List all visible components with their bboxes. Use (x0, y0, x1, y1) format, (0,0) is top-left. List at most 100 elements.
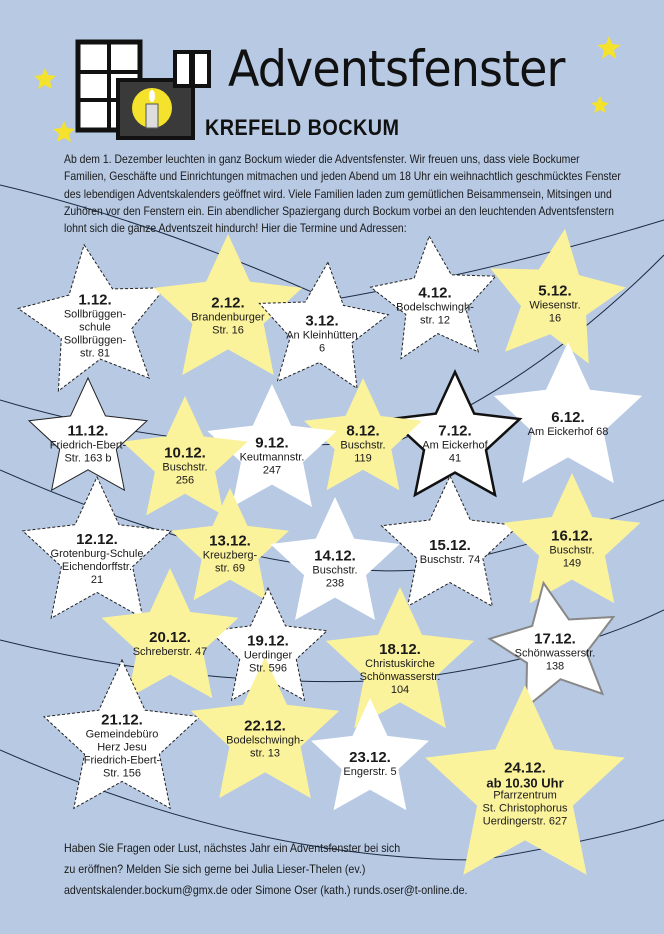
date-label: 1.12. (78, 291, 112, 309)
footer-text: . (464, 884, 468, 897)
address-line: 119 (354, 452, 372, 465)
address-line: Pfarrzentrum (493, 789, 557, 802)
address-line: str. 12 (420, 314, 450, 327)
advent-star-18 (325, 587, 475, 729)
advent-star-6 (493, 342, 643, 484)
date-label: 19.12. (247, 632, 289, 650)
address-line: Friedrich-Ebert- (49, 439, 127, 452)
advent-window-20: 20.12. Schreberstr. 47 (133, 629, 208, 659)
date-label: 3.12. (305, 312, 339, 330)
advent-star-4 (369, 235, 497, 360)
address-line: str. 81 (80, 347, 110, 360)
address-line: Sollbrüggen- (63, 308, 127, 321)
address-line: 247 (262, 464, 282, 477)
advent-window-11: 11.12. Friedrich-Ebert- Str. 163 b (50, 423, 126, 466)
address-line: 6 (318, 342, 326, 355)
date-label: 20.12. (149, 629, 191, 646)
address-line: Friedrich-Ebert- (83, 754, 161, 767)
address-line: Christuskirche (365, 658, 435, 670)
date-label: 13.12. (209, 532, 251, 550)
advent-star-9 (207, 384, 337, 507)
address-line: Am Eickerhof 68 (527, 426, 609, 438)
advent-window-16: 16.12. Buschstr. 149 (549, 528, 594, 571)
footer-line: Haben Sie Fragen oder Lust, nächstes Jah… (64, 842, 401, 855)
date-label: 2.12. (211, 294, 245, 312)
address-line: Am Eickerhof (422, 439, 488, 452)
address-line: Bodelschwingh- (226, 734, 304, 747)
footer-line: zu eröffnen? Melden Sie sich gerne bei J… (64, 863, 366, 876)
address-line: Str. 16 (212, 324, 244, 337)
date-label: 18.12. (379, 641, 421, 658)
address-line: St. Christophorus (482, 802, 568, 815)
advent-star-12 (21, 475, 173, 620)
date-label: 16.12. (551, 527, 593, 545)
address-line: Str. 596 (249, 662, 287, 675)
date-label: 10.12. (164, 444, 206, 462)
date-label: 17.12. (534, 630, 576, 648)
advent-star-10 (122, 396, 248, 516)
advent-star-20 (101, 568, 239, 699)
address-line: Kreuzberg- (202, 549, 258, 562)
contact-info: Haben Sie Fragen oder Lust, nächstes Jah… (64, 838, 579, 901)
address-line: Buschstr. (340, 439, 386, 452)
address-line: Engerstr. 5 (343, 766, 397, 778)
advent-window-2: 2.12. Brandenburger Str. 16 (191, 295, 264, 338)
advent-star-1 (17, 243, 167, 392)
address-line: Str. 163 b (64, 452, 112, 465)
address-line: Bodelschwingh- (396, 301, 474, 314)
address-line: Gemeindebüro (85, 728, 159, 741)
advent-window-18: 18.12. Christuskirche Schönwasserstr. 104 (360, 641, 441, 697)
advent-star-16 (503, 473, 641, 604)
advent-window-3: 3.12. An Kleinhütten 6 (286, 313, 358, 356)
address-line: Str. 156 (103, 767, 141, 780)
address-line: Buschstr. (312, 564, 358, 577)
advent-star-17 (487, 580, 616, 710)
advent-window-17: 17.12. Schönwasserstr. 138 (515, 631, 596, 674)
date-label: 24.12. (504, 759, 546, 777)
date-label: 21.12. (101, 711, 143, 729)
advent-window-19: 19.12. Uerdinger Str. 596 (244, 633, 292, 676)
address-line: Buschstr. (162, 461, 208, 474)
footer-line: adventskalender.bockum@gmx.de oder Simon… (64, 880, 579, 901)
advent-window-21: 21.12. Gemeindebüro Herz Jesu Friedrich-Ebe… (84, 712, 160, 781)
date-label: 9.12. (255, 434, 289, 452)
address-line: Grotenburg-Schule (50, 548, 144, 560)
address-line: Buschstr. (549, 544, 595, 557)
address-line: Schönwasserstr. (514, 647, 596, 660)
page-title: Adventsfenster (228, 40, 565, 98)
intro-text: Ab dem 1. Dezember leuchten in ganz Bock… (64, 153, 621, 236)
advent-star-5 (490, 228, 626, 364)
email-link[interactable]: runds.oser@t-online.de (353, 884, 465, 897)
advent-star-21 (42, 658, 202, 810)
footer-text: oder Simone Oser (kath.) (227, 884, 354, 897)
advent-star-24 (425, 685, 625, 875)
address-line: 16 (548, 312, 562, 325)
advent-star-2 (153, 234, 303, 376)
advent-star-7 (387, 369, 523, 498)
advent-star-23 (311, 698, 429, 811)
advent-star-22 (190, 657, 340, 799)
advent-window-5: 5.12. Wiesenstr. 16 (529, 283, 580, 326)
date-label: 22.12. (244, 717, 286, 735)
address-line: 238 (325, 577, 345, 590)
address-line: Buschstr. 74 (419, 554, 481, 566)
advent-star-14 (270, 497, 400, 620)
date-label: 23.12. (349, 749, 391, 766)
date-label: 7.12. (438, 422, 472, 440)
advent-star-15 (380, 474, 520, 608)
advent-window-9: 9.12. Keutmannstr. 247 (240, 435, 305, 478)
address-line: Eichendorffstr. (61, 561, 133, 573)
advent-window-24: 24.12. ab 10.30 Uhr Pfarrzentrum St. Christ… (483, 760, 568, 829)
address-line: 256 (175, 474, 195, 487)
email-link[interactable]: adventskalender.bockum@gmx.de (64, 884, 228, 897)
advent-window-4: 4.12. Bodelschwingh-str. 12 (396, 285, 474, 328)
address-line: Keutmannstr. (239, 451, 305, 464)
page-subtitle: KREFELD BOCKUM (205, 115, 400, 140)
advent-window-23: 23.12. Engerstr. 5 (343, 749, 396, 779)
address-line: Schreberstr. 47 (132, 646, 208, 658)
advent-window-13: 13.12. Kreuzberg-str. 69 (203, 533, 257, 576)
advent-star-8 (304, 378, 422, 491)
address-line: Uerdinger (243, 649, 293, 662)
advent-window-8: 8.12. Buschstr. 119 (340, 423, 385, 466)
